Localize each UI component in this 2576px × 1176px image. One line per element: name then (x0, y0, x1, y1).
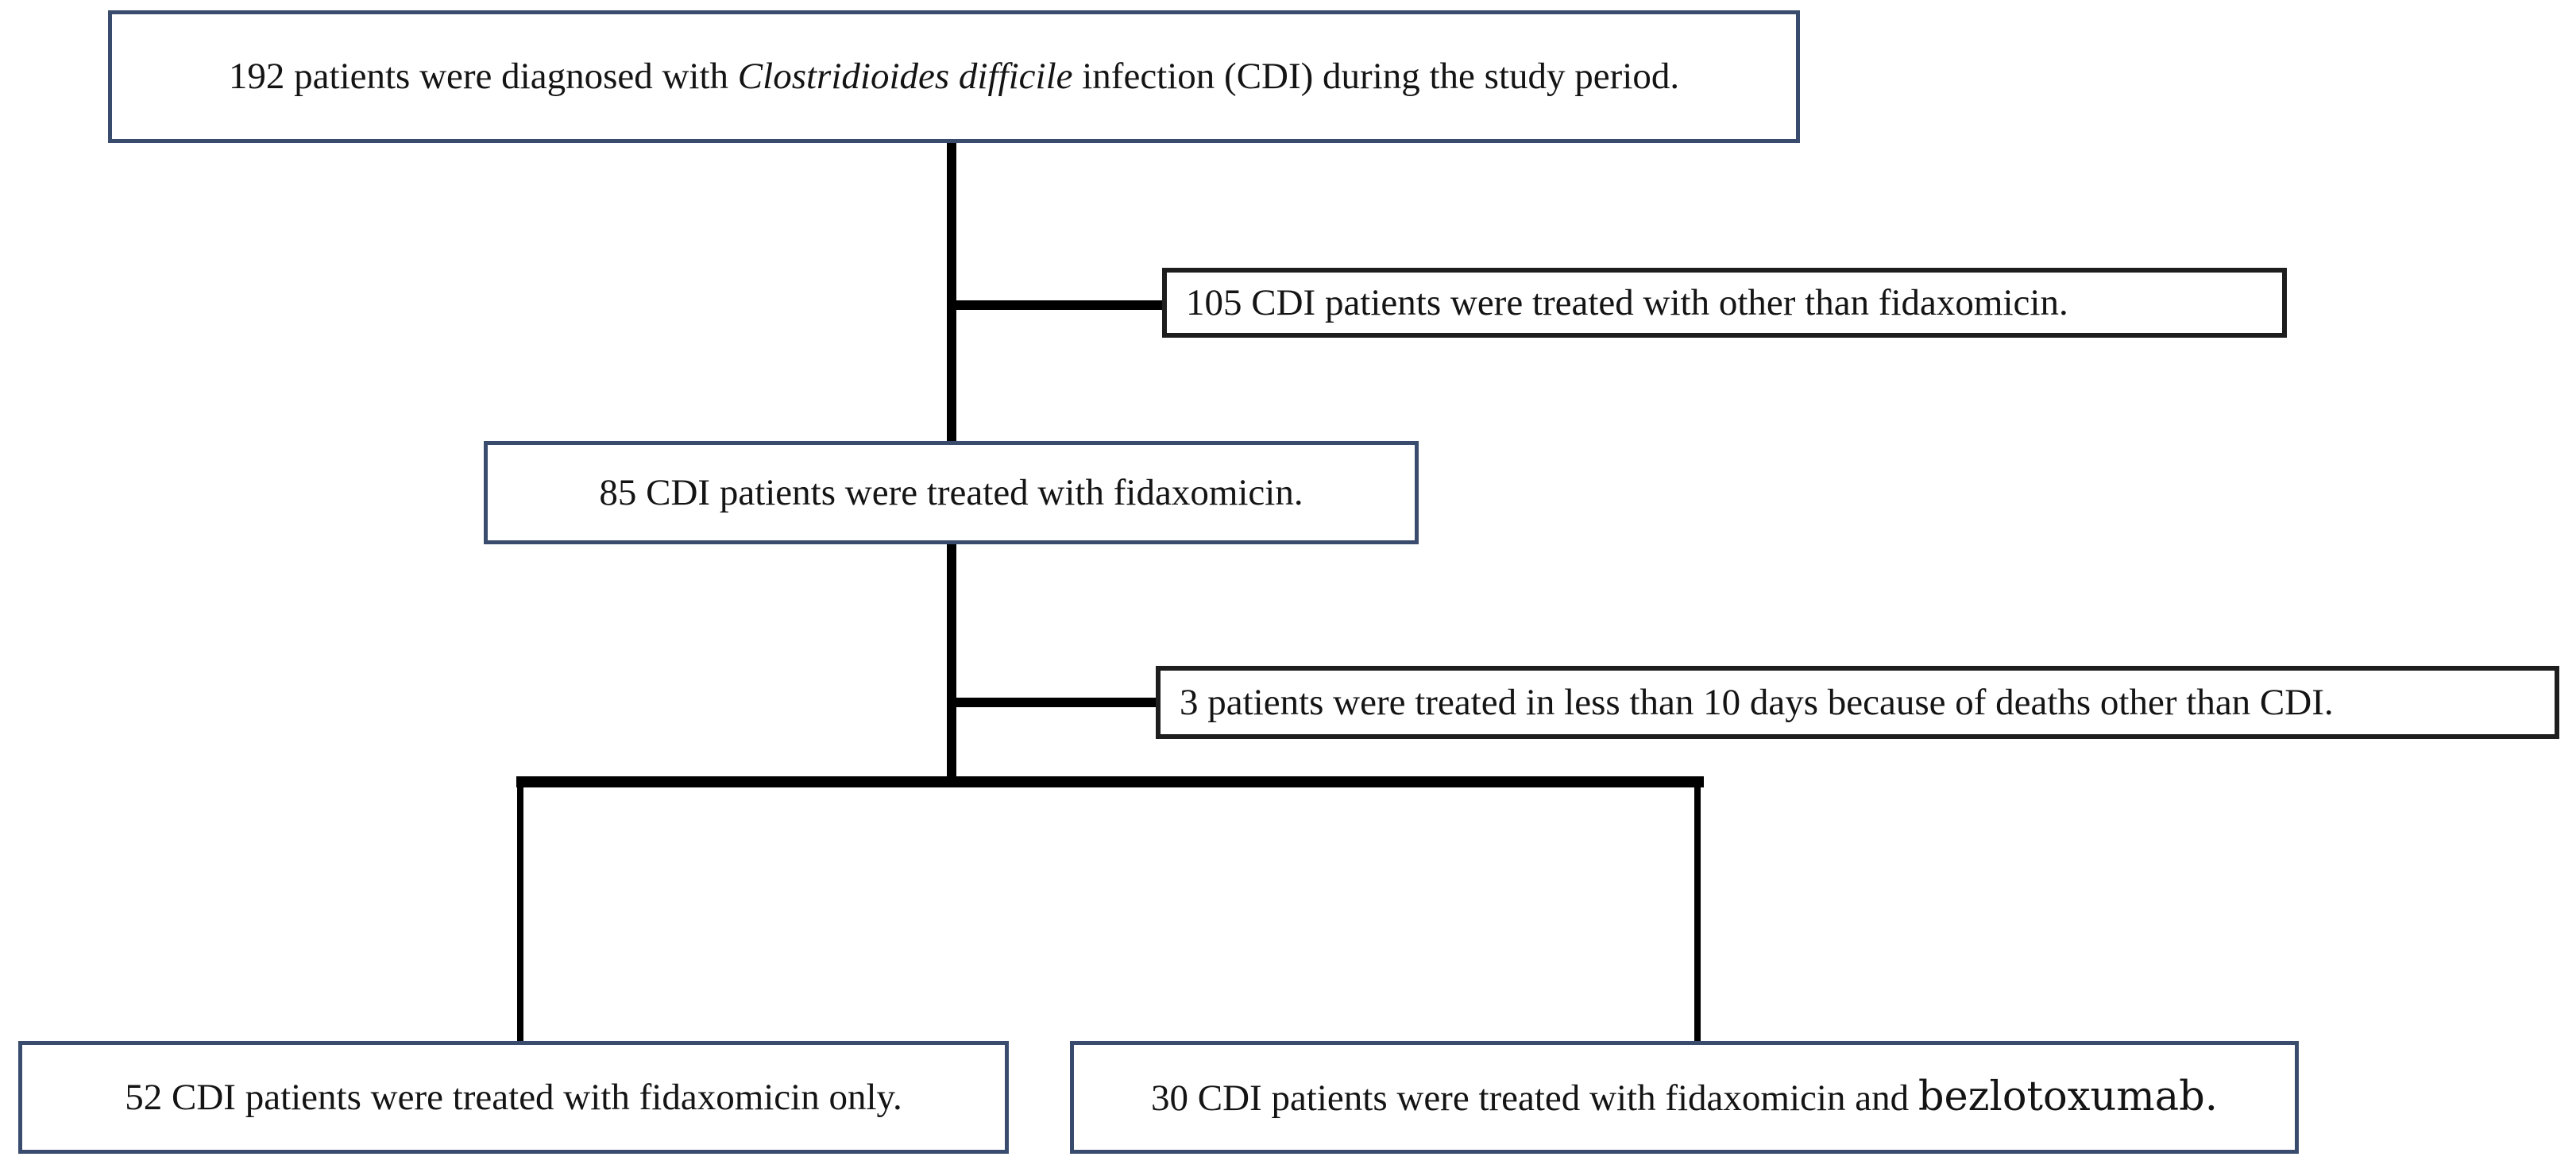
excluded-non-fidaxomicin-text: 105 CDI patients were treated with other… (1186, 281, 2068, 323)
diagnosed-text-prefix: 192 patients were diagnosed with (228, 56, 738, 98)
box-excluded-non-fidaxomicin: 105 CDI patients were treated with other… (1162, 268, 2287, 338)
connector-vertical-diagnosed-to-fidaxomicin (947, 143, 956, 443)
box-diagnosed-patients: 192 patients were diagnosed with Clostri… (108, 10, 1800, 143)
diagnosed-species-italic: Clostridioides difficile (737, 56, 1073, 98)
connector-branch-to-non-fidaxomicin-box (947, 300, 1165, 310)
bezlotoxumab-drug-name: bezlotoxumab. (1918, 1073, 2218, 1120)
fidaxomicin-only-text: 52 CDI patients were treated with fidaxo… (125, 1076, 902, 1118)
box-excluded-early-death: 3 patients were treated in less than 10 … (1156, 666, 2559, 739)
box-treated-fidaxomicin: 85 CDI patients were treated with fidaxo… (484, 441, 1419, 544)
fidaxomicin-bezlotoxumab-prefix: 30 CDI patients were treated with fidaxo… (1151, 1077, 1918, 1119)
connector-branch-to-early-death-box (947, 698, 1159, 707)
connector-drop-right-to-bezlotoxumab (1694, 785, 1701, 1043)
connector-drop-left-to-fidaxomicin-only (517, 785, 523, 1043)
box-fidaxomicin-only: 52 CDI patients were treated with fidaxo… (18, 1041, 1009, 1154)
box-fidaxomicin-bezlotoxumab: 30 CDI patients were treated with fidaxo… (1070, 1041, 2299, 1154)
diagnosed-text: 192 patients were diagnosed with Clostri… (229, 55, 1679, 98)
fidaxomicin-bezlotoxumab-text: 30 CDI patients were treated with fidaxo… (1151, 1073, 2218, 1121)
diagnosed-text-suffix: infection (CDI) during the study period. (1072, 56, 1680, 98)
connector-vertical-fidaxomicin-to-split (947, 543, 956, 782)
excluded-early-death-text: 3 patients were treated in less than 10 … (1180, 681, 2334, 723)
connector-split-horizontal-bar (516, 776, 1704, 787)
treated-fidaxomicin-text: 85 CDI patients were treated with fidaxo… (599, 471, 1303, 513)
